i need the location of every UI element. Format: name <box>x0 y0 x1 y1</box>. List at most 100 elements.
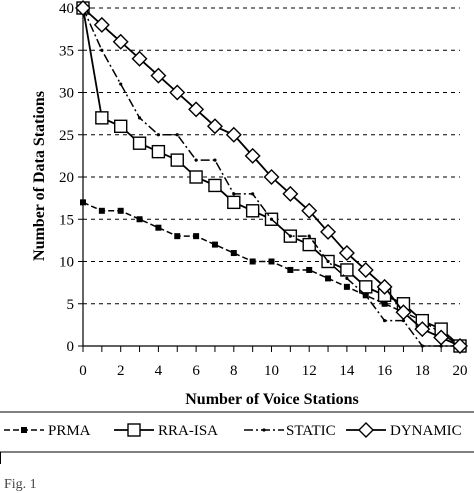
legend: PRMA RRA-ISA STATIC DYNAMIC <box>0 411 474 464</box>
legend-item-prma: PRMA <box>4 423 91 439</box>
point-dynamic-9 <box>244 147 261 164</box>
point-prma-6 <box>193 233 200 240</box>
point-prma-2 <box>117 207 124 214</box>
point-dynamic-11 <box>282 185 299 202</box>
point-rra-isa-1 <box>95 111 109 125</box>
point-static-1 <box>100 48 104 52</box>
point-rra-isa-4 <box>151 144 166 159</box>
y-tick-label-30: 30 <box>59 86 74 102</box>
x-tick-label-12: 12 <box>302 363 317 379</box>
point-dynamic-20 <box>452 338 468 354</box>
point-prma-9 <box>249 258 256 265</box>
y-tick-label-40: 40 <box>59 1 74 17</box>
point-dynamic-4 <box>150 67 167 84</box>
y-tick-label-20: 20 <box>59 170 74 186</box>
point-static-11 <box>288 234 292 238</box>
x-tick-label-6: 6 <box>192 363 200 379</box>
point-dynamic-12 <box>301 202 318 219</box>
point-static-3 <box>137 116 142 120</box>
point-prma-12 <box>306 266 313 273</box>
point-dynamic-6 <box>188 101 205 118</box>
point-prma-8 <box>230 250 237 257</box>
point-prma-13 <box>325 275 332 282</box>
point-prma-16 <box>381 300 388 307</box>
point-dynamic-16 <box>376 278 393 295</box>
point-rra-isa-15 <box>359 280 373 294</box>
figure-caption: Fig. 1 <box>4 477 37 492</box>
legend-label-rra-isa: RRA-ISA <box>158 423 218 439</box>
x-tick-label-2: 2 <box>117 363 125 379</box>
legend-item-rra-isa: RRA-ISA <box>114 423 218 439</box>
point-static-9 <box>251 192 255 196</box>
legend-item-dynamic: DYNAMIC <box>346 422 462 439</box>
x-tick-label-16: 16 <box>377 363 393 379</box>
point-dynamic-13 <box>320 223 337 240</box>
point-rra-isa-5 <box>170 153 184 167</box>
x-tick-label-10: 10 <box>264 363 279 379</box>
point-dynamic-14 <box>338 245 355 262</box>
y-tick-label-15: 15 <box>59 212 74 228</box>
data-series <box>75 0 468 354</box>
point-prma-4 <box>155 224 162 231</box>
point-dynamic-18 <box>414 321 431 338</box>
legend-marker-rra-isa <box>127 423 141 437</box>
point-static-10 <box>269 217 274 221</box>
x-tick-label-20: 20 <box>453 363 468 379</box>
point-static-14 <box>345 276 349 280</box>
point-dynamic-15 <box>357 261 374 278</box>
y-tick-label-35: 35 <box>59 43 74 59</box>
y-tick-label-10: 10 <box>59 255 74 271</box>
point-dynamic-19 <box>433 329 450 346</box>
point-static-15 <box>364 293 368 297</box>
tick-labels: 0 5 10 15 20 25 30 35 40 0 2 4 6 8 10 12 14 16 18 20 <box>59 1 468 379</box>
point-prma-3 <box>136 216 143 223</box>
point-dynamic-10 <box>263 169 280 185</box>
point-rra-isa-7 <box>208 178 222 193</box>
point-static-8 <box>232 192 236 196</box>
point-dynamic-8 <box>225 126 242 143</box>
legend-marker-dynamic <box>358 422 374 438</box>
legend-label-dynamic: DYNAMIC <box>390 423 462 439</box>
point-prma-0 <box>80 199 86 206</box>
y-axis-title: Number of Data Stations <box>31 91 48 261</box>
x-tick-label-14: 14 <box>339 363 355 379</box>
point-static-13 <box>326 259 330 264</box>
point-prma-5 <box>174 233 181 240</box>
x-axis-title: Number of Voice Stations <box>185 391 359 408</box>
point-prma-10 <box>268 258 275 265</box>
legend-label-prma: PRMA <box>48 423 91 439</box>
point-rra-isa-14 <box>340 263 354 277</box>
point-dynamic-1 <box>93 16 110 33</box>
series-dynamic <box>75 0 468 354</box>
point-static-12 <box>307 234 311 238</box>
y-tick-label-25: 25 <box>59 128 74 144</box>
point-dynamic-17 <box>395 304 412 321</box>
point-dynamic-5 <box>169 84 186 101</box>
point-rra-isa-9 <box>245 204 260 218</box>
point-static-18 <box>420 344 424 348</box>
point-rra-isa-2 <box>113 119 128 134</box>
point-rra-isa-12 <box>302 237 316 252</box>
point-static-7 <box>213 158 217 162</box>
x-tick-label-18: 18 <box>415 363 430 379</box>
point-static-5 <box>175 133 179 137</box>
point-static-16 <box>383 319 387 323</box>
x-tick-label-8: 8 <box>230 363 238 379</box>
point-static-4 <box>156 133 160 137</box>
point-dynamic-3 <box>131 50 148 67</box>
point-static-19 <box>439 344 443 348</box>
y-tick-label-0: 0 <box>67 339 75 355</box>
point-prma-11 <box>287 266 294 273</box>
point-prma-14 <box>343 283 350 290</box>
point-dynamic-7 <box>206 118 223 135</box>
point-static-2 <box>119 82 123 86</box>
legend-item-static: STATIC <box>244 423 336 439</box>
x-tick-label-4: 4 <box>155 363 163 379</box>
point-dynamic-0 <box>75 0 91 16</box>
legend-marker-prma <box>21 427 27 433</box>
legend-marker-static <box>262 428 266 432</box>
point-rra-isa-3 <box>132 136 147 150</box>
point-rra-isa-6 <box>189 170 203 184</box>
point-static-6 <box>194 158 198 162</box>
